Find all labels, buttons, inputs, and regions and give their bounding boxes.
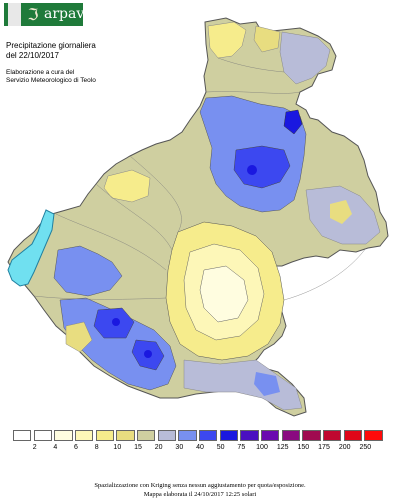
legend: 2 4 6 8 10 15 20 30 40 50 75 100 125 150 175 200 250 (13, 430, 385, 455)
legend-swatch (261, 430, 280, 441)
legend-label: 175 (318, 444, 330, 451)
legend-swatch (364, 430, 383, 441)
northeast-max-zone (283, 109, 303, 135)
legend-label: 10 (113, 444, 122, 451)
central-min-zone (199, 265, 249, 323)
legend-swatch (302, 430, 321, 441)
legend-label: 30 (175, 444, 184, 451)
west-dry-zone (65, 321, 93, 353)
north-dry-patch-2 (253, 25, 281, 53)
local-max-2 (112, 318, 120, 326)
map-credits: Elaborazione a cura del Servizio Meteoro… (6, 69, 96, 85)
south-wet-spot (254, 372, 280, 396)
logo-mark-icon: ℑ (27, 5, 39, 24)
logo-text: arpav (44, 6, 85, 22)
legend-swatch (240, 430, 259, 441)
legend-label: 20 (154, 444, 163, 451)
legend-swatch (54, 430, 73, 441)
legend-label: 150 (297, 444, 310, 451)
title-line-1: Precipitazione giornaliera (6, 41, 96, 50)
legend-label: 100 (256, 444, 268, 451)
belluno-core-zone (233, 145, 291, 189)
local-max-1 (247, 165, 257, 175)
legend-swatch (33, 430, 53, 441)
credits-line-2: Servizio Meteorologico di Teolo (6, 77, 96, 84)
verona-wet-zone (53, 245, 123, 297)
legend-swatch (281, 430, 301, 441)
legend-label: 75 (237, 444, 246, 451)
legend-swatch (116, 430, 135, 441)
legend-swatch (323, 430, 342, 441)
legend-swatch (219, 430, 239, 441)
east-dry-spot (330, 200, 352, 224)
legend-label: 8 (94, 444, 99, 451)
legend-label: 200 (338, 444, 351, 451)
legend-swatch (13, 430, 32, 441)
contour-lines (33, 57, 367, 301)
legend-swatch (199, 430, 218, 441)
legend-swatch (137, 430, 156, 441)
map-title: Precipitazione giornaliera del 22/10/201… (6, 41, 96, 61)
legend-label: 4 (53, 444, 58, 451)
legend-swatch (157, 430, 177, 441)
legend-label: 40 (196, 444, 204, 451)
legend-label: 15 (134, 444, 142, 451)
legend-swatch (75, 430, 94, 441)
legend-label: 50 (216, 444, 225, 451)
local-max-3 (144, 350, 152, 358)
prealps-dry-zone (103, 169, 151, 203)
legend-label: 6 (74, 444, 78, 451)
north-dry-patch (207, 21, 247, 59)
legend-swatch (95, 430, 115, 441)
footer-timestamp: Mappa elaborata il 24/10/2017 12:25 sola… (143, 491, 257, 498)
south-zone (183, 359, 303, 411)
arpav-logo: ℑ arpav (4, 3, 85, 26)
legend-swatch (178, 430, 197, 441)
legend-label: 125 (276, 444, 289, 451)
footer-method: Spazializzazione con Kriging senza nessu… (94, 482, 306, 489)
title-line-2: del 22/10/2017 (6, 51, 59, 60)
legend-swatch (343, 430, 363, 441)
northeast-zone (279, 31, 331, 85)
legend-label: 250 (359, 444, 372, 451)
credits-line-1: Elaborazione a cura del (6, 69, 75, 76)
logo-left-panel (8, 3, 21, 26)
lake-garda (7, 209, 55, 287)
legend-label: 2 (32, 444, 37, 451)
